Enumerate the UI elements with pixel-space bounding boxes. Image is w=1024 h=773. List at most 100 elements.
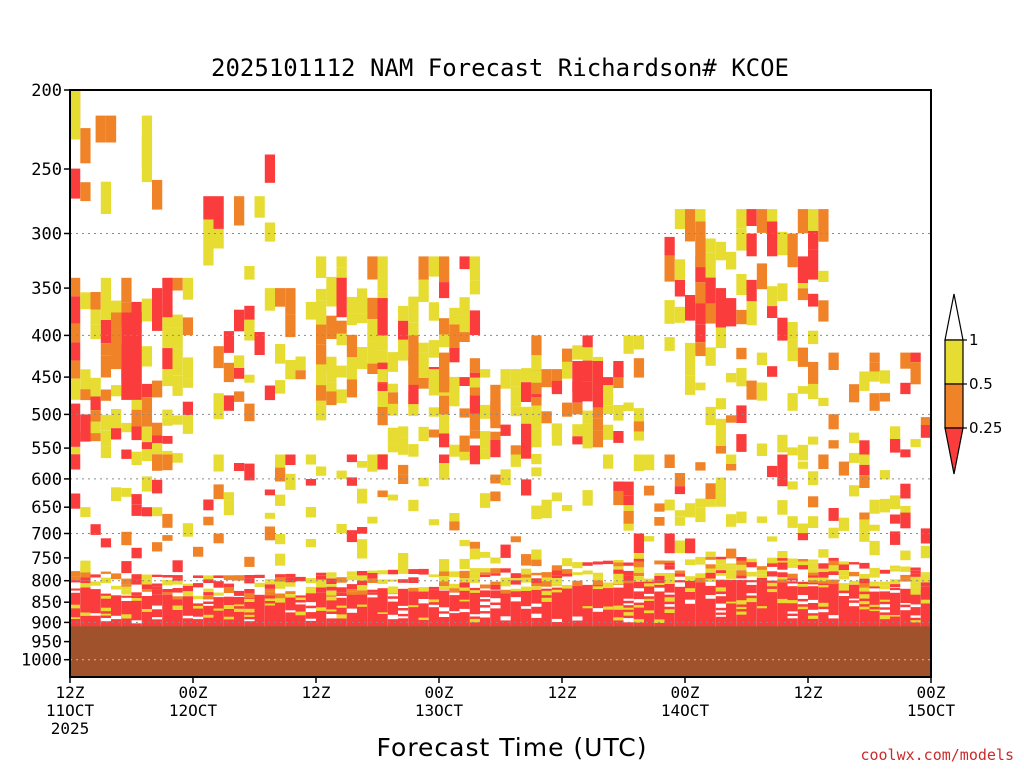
boundary-layer-cell <box>131 592 142 596</box>
heatmap-cell <box>70 296 81 311</box>
boundary-layer-cell <box>264 588 276 592</box>
heatmap-cell <box>879 370 891 384</box>
heatmap-cell <box>336 365 347 378</box>
boundary-layer-cell <box>920 572 932 575</box>
boundary-layer-cell <box>398 588 409 593</box>
heatmap-cell <box>285 288 296 315</box>
heatmap-cell <box>531 397 542 406</box>
heatmap-cell <box>623 495 634 505</box>
heatmap-cell <box>213 346 224 369</box>
boundary-layer-cell <box>141 609 153 612</box>
boundary-layer-cell <box>387 579 399 582</box>
boundary-layer-cell <box>592 580 604 586</box>
heatmap-cell <box>695 221 706 268</box>
heatmap-cell <box>869 371 880 382</box>
boundary-layer-cell <box>859 574 870 579</box>
heatmap-cell <box>828 440 839 449</box>
boundary-layer-cell <box>428 589 440 595</box>
heatmap-cell <box>121 561 132 574</box>
boundary-layer-cell <box>879 569 891 574</box>
heatmap-cell <box>664 499 675 511</box>
heatmap-cell <box>152 288 163 331</box>
heatmap-cell <box>131 451 142 465</box>
boundary-layer-cell <box>674 582 686 587</box>
boundary-layer-cell <box>234 597 245 628</box>
y-tick-label: 950 <box>31 633 62 653</box>
boundary-layer-cell <box>203 588 214 593</box>
heatmap-cell <box>869 352 880 363</box>
boundary-layer-cell <box>100 577 112 584</box>
heatmap-cell <box>398 464 409 475</box>
heatmap-cell <box>787 322 798 340</box>
heatmap-cell <box>162 409 173 418</box>
heatmap-cell <box>510 445 521 457</box>
boundary-layer-cell <box>346 575 358 581</box>
heatmap-cell <box>797 523 809 534</box>
heatmap-cell <box>439 559 450 572</box>
boundary-layer-cell <box>439 586 450 590</box>
heatmap-cell <box>603 405 614 415</box>
heatmap-cell <box>705 277 716 304</box>
boundary-layer-cell <box>80 568 91 573</box>
heatmap-cell <box>510 407 521 417</box>
boundary-layer-cell <box>726 563 737 567</box>
boundary-layer-cell <box>275 596 286 628</box>
heatmap-cell <box>234 196 245 226</box>
heatmap-cell <box>572 424 583 437</box>
heatmap-cell <box>244 463 255 481</box>
heatmap-cell <box>213 484 224 500</box>
heatmap-cell <box>121 312 132 400</box>
heatmap-cell <box>90 410 101 422</box>
heatmap-cell <box>551 380 563 395</box>
boundary-layer-cell <box>674 573 686 577</box>
heatmap-cell <box>264 222 276 242</box>
heatmap-cell <box>387 392 399 413</box>
boundary-layer-cell <box>213 581 224 584</box>
boundary-layer-cell <box>623 562 634 566</box>
boundary-layer-cell <box>418 568 429 575</box>
heatmap-cell <box>316 288 327 301</box>
boundary-layer-cell <box>531 586 542 590</box>
heatmap-cell <box>100 320 112 344</box>
boundary-layer-cell <box>633 558 645 562</box>
boundary-layer-cell <box>223 605 235 609</box>
heatmap-cell <box>100 389 112 401</box>
chart-title: 2025101112 NAM Forecast Richardson# KCOE <box>211 54 789 82</box>
boundary-layer-cell <box>428 590 440 628</box>
heatmap-cell <box>531 428 542 448</box>
boundary-layer-cell <box>418 599 429 604</box>
heatmap-cell <box>582 360 593 382</box>
heatmap-cell <box>736 511 747 524</box>
heatmap-cell <box>398 562 409 574</box>
heatmap-cell <box>469 387 481 396</box>
y-tick-label: 800 <box>31 572 62 592</box>
heatmap-cell <box>480 551 491 558</box>
heatmap-cell <box>275 467 286 482</box>
heatmap-cell <box>562 505 573 511</box>
boundary-layer-cell <box>480 607 491 612</box>
boundary-layer-cell <box>346 589 358 592</box>
boundary-layer-cell <box>695 579 706 628</box>
boundary-layer-cell <box>777 558 788 561</box>
heatmap-cell <box>316 466 327 476</box>
boundary-layer-cell <box>182 596 194 600</box>
boundary-layer-cell <box>890 568 901 572</box>
boundary-layer-cell <box>521 568 532 575</box>
heatmap-cell <box>316 256 327 278</box>
boundary-layer-cell <box>70 590 81 593</box>
heatmap-cell <box>644 536 655 542</box>
heatmap-cell <box>469 310 481 336</box>
boundary-layer-cell <box>705 595 716 599</box>
boundary-layer-cell <box>80 612 91 616</box>
heatmap-cell <box>418 342 429 353</box>
boundary-layer-cell <box>633 572 645 577</box>
heatmap-cell <box>264 512 276 519</box>
heatmap-cell <box>685 538 696 554</box>
heatmap-cell <box>869 393 880 411</box>
heatmap-cell <box>613 431 624 443</box>
heatmap-cell <box>767 221 778 257</box>
heatmap-cell <box>80 369 91 390</box>
heatmap-cell <box>162 454 173 471</box>
heatmap-cell <box>449 386 460 407</box>
heatmap-cell <box>890 426 901 439</box>
